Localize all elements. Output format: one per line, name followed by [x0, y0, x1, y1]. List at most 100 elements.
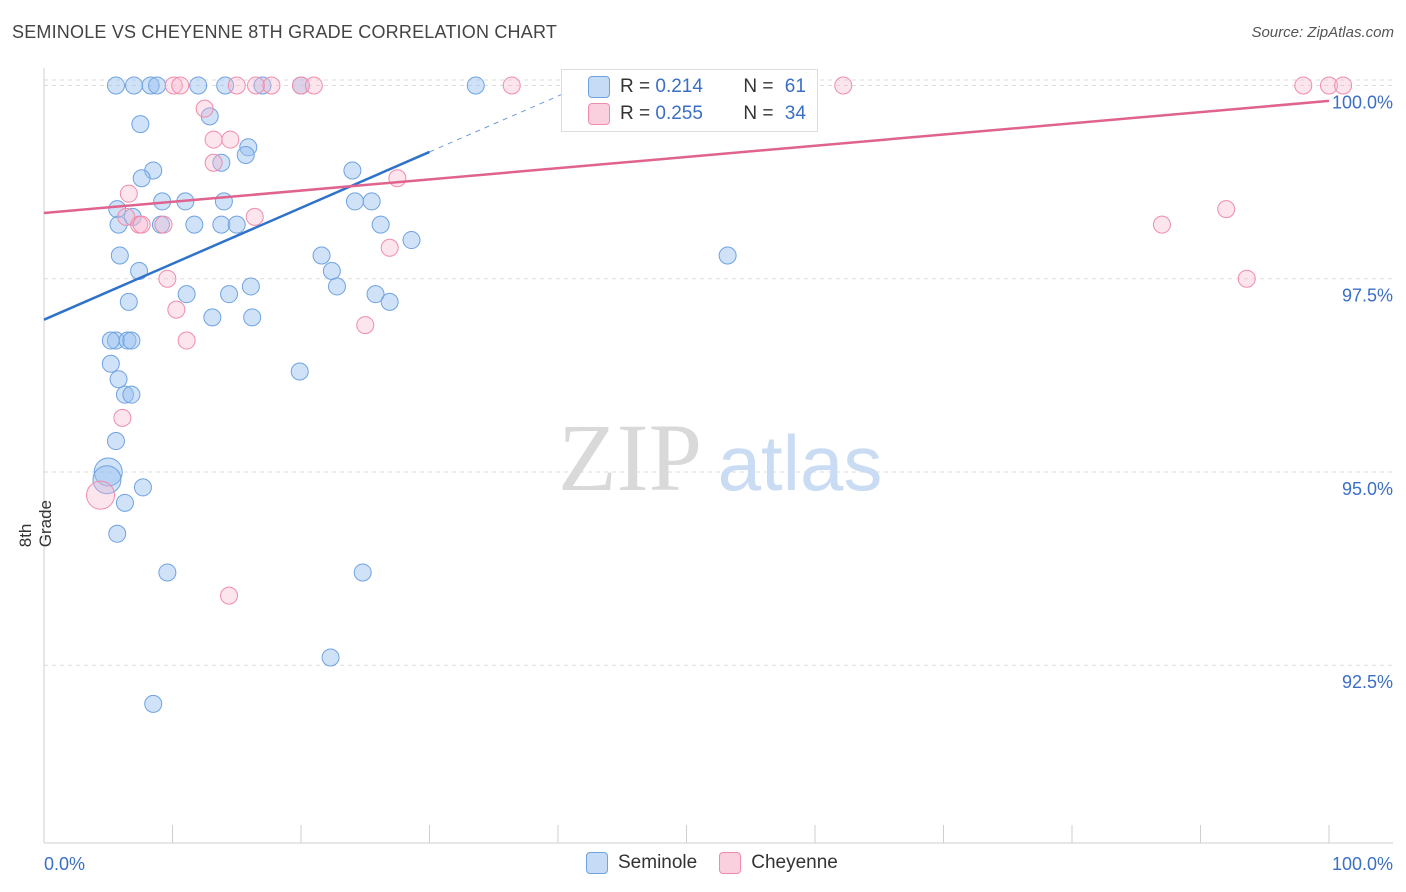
cheyenne-point: [1320, 76, 1338, 95]
watermark-zip: ZIP: [558, 404, 702, 511]
watermark-atlas: atlas: [718, 419, 883, 507]
legend-label-seminole: Seminole: [618, 852, 698, 873]
seminole-point: [106, 76, 125, 95]
stat-row-cheyenne: R = 0.255 N = 34: [588, 101, 806, 127]
seminole-point: [132, 169, 151, 188]
seminole-point: [119, 292, 138, 311]
seminole-point: [93, 457, 123, 487]
seminole-point: [236, 146, 255, 165]
y-axis-label-wrap: 8th Grade: [16, 500, 55, 600]
y-tick-label: 100.0%: [1332, 92, 1393, 112]
r-label: R =: [620, 103, 651, 124]
seminole-point: [115, 385, 134, 404]
cheyenne-point: [1294, 76, 1313, 95]
chart-title: SEMINOLE VS CHEYENNE 8TH GRADE CORRELATI…: [12, 22, 558, 42]
cheyenne-point: [380, 238, 399, 257]
seminole-point: [327, 277, 346, 296]
cheyenne-point: [292, 76, 310, 95]
cheyenne-point: [1217, 200, 1236, 219]
seminole-point: [241, 277, 260, 296]
n-label: N =: [743, 76, 774, 97]
correlation-stats-box: R = 0.214 N = 61 R = 0.255 N = 34: [561, 69, 818, 132]
cheyenne-point: [119, 184, 138, 203]
legend-label-cheyenne: Cheyenne: [751, 852, 838, 873]
cheyenne-point: [167, 300, 186, 319]
seminole-point: [177, 285, 196, 304]
cheyenne-point: [1152, 215, 1171, 234]
n-label: N =: [743, 103, 774, 124]
seminole-trend-line: [43, 150, 430, 321]
seminole-point: [109, 370, 128, 389]
cheyenne-point: [834, 76, 853, 95]
seminole-point: [380, 292, 399, 311]
seminole-point: [362, 192, 381, 211]
cheyenne-point: [388, 169, 407, 188]
x-tick-label-max: 100.0%: [1332, 854, 1393, 874]
cheyenne-point: [171, 76, 190, 95]
seminole-point: [108, 200, 127, 219]
seminole-point: [148, 76, 167, 95]
seminole-point: [101, 331, 120, 350]
cheyenne-point: [113, 408, 132, 427]
legend: Seminole Cheyenne: [586, 852, 838, 874]
cheyenne-point: [262, 76, 281, 95]
y-tick-label: 92.5%: [1342, 672, 1393, 692]
cheyenne-point: [204, 130, 223, 149]
cheyenne-points: [86, 76, 1353, 605]
seminole-trend-extension: [429, 84, 584, 153]
seminole-point: [123, 207, 142, 226]
seminole-point: [133, 478, 152, 497]
cheyenne-point: [195, 99, 214, 118]
cheyenne-point: [117, 207, 136, 226]
stat-row-seminole: R = 0.214 N = 61: [588, 74, 806, 100]
trend-lines: [43, 84, 1330, 321]
seminole-point: [122, 385, 141, 404]
seminole-point: [322, 261, 341, 280]
cheyenne-point: [247, 76, 266, 95]
x-tick-labels: 0.0% 100.0%: [44, 854, 1393, 874]
seminole-point: [141, 76, 160, 95]
cheyenne-point: [221, 130, 240, 149]
seminole-point: [243, 308, 262, 327]
axes: [43, 68, 1393, 844]
seminole-point: [343, 161, 362, 180]
seminole-point: [366, 285, 385, 304]
seminole-point: [290, 362, 309, 381]
x-tick-label-min: 0.0%: [44, 854, 85, 874]
r-label: R =: [620, 76, 651, 97]
gridlines: [44, 79, 1393, 666]
cheyenne-point: [1334, 76, 1353, 95]
cheyenne-trend-line: [43, 99, 1330, 215]
cheyenne-point: [204, 153, 223, 172]
seminole-point: [214, 192, 233, 211]
cheyenne-point: [245, 207, 264, 226]
n-value: 61: [784, 76, 806, 97]
legend-item-cheyenne[interactable]: Cheyenne: [719, 852, 838, 874]
source-label: Source: ZipAtlas.com: [1251, 24, 1394, 41]
cheyenne-point: [177, 331, 196, 350]
seminole-point: [122, 331, 141, 350]
seminole-point: [371, 215, 390, 234]
seminole-point: [106, 432, 125, 451]
seminole-point: [466, 76, 485, 95]
legend-item-seminole[interactable]: Seminole: [586, 852, 697, 874]
seminole-point: [144, 694, 163, 713]
seminole-swatch: [588, 76, 610, 98]
seminole-points: [92, 76, 737, 713]
y-tick-labels: 92.5% 95.0% 97.5% 100.0%: [1332, 92, 1393, 692]
cheyenne-point: [502, 76, 521, 95]
seminole-point: [345, 192, 364, 211]
seminole-point: [158, 563, 177, 582]
seminole-point: [321, 648, 340, 667]
cheyenne-point: [158, 269, 177, 288]
cheyenne-point: [304, 76, 323, 95]
r-value: 0.214: [655, 76, 703, 97]
seminole-point: [312, 246, 331, 265]
seminole-point: [212, 215, 231, 234]
cheyenne-point: [356, 316, 375, 335]
watermark: ZIP atlas: [558, 404, 882, 511]
seminole-point: [185, 215, 204, 234]
seminole-point: [115, 493, 134, 512]
n-value: 34: [784, 103, 806, 124]
